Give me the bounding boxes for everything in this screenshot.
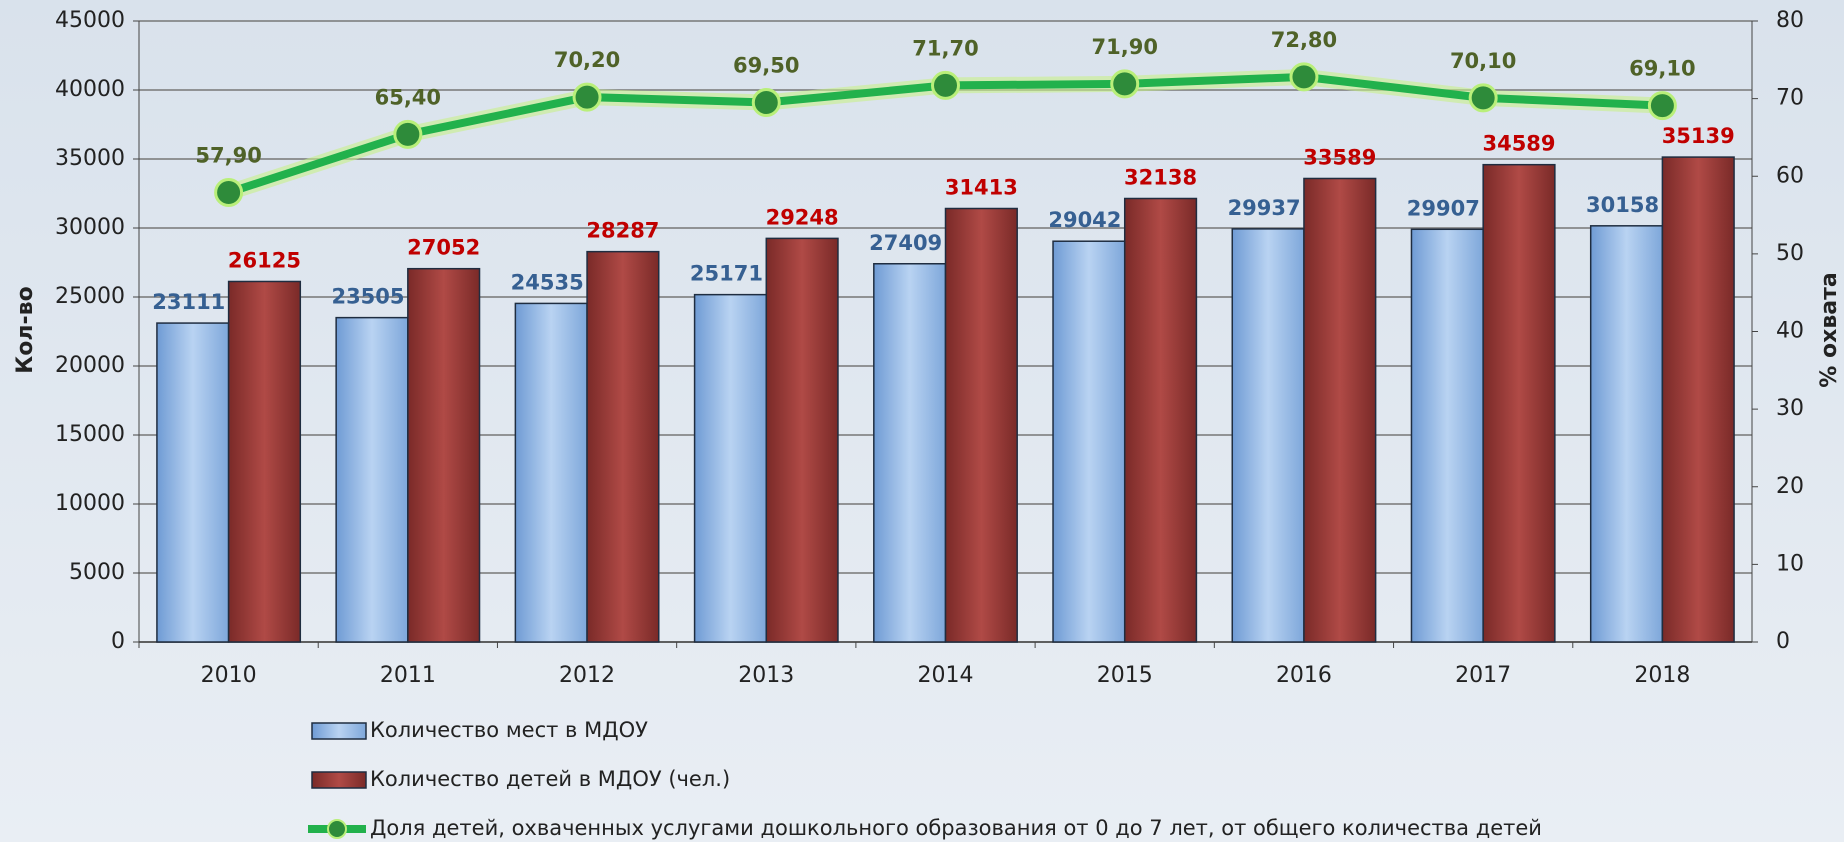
y2-tick-label: 20 [1776,474,1804,499]
legend-label: Количество мест в МДОУ [370,718,648,742]
bar [1123,197,1198,643]
bar [1482,163,1556,643]
y2-tick-label: 50 [1776,241,1804,266]
line-marker [393,119,423,149]
x-tick-label: 2018 [1634,663,1690,688]
data-label: 30158 [1586,193,1659,217]
data-label: 29248 [766,205,839,229]
data-label: 23111 [152,290,225,314]
data-label: 33589 [1303,145,1376,169]
data-label: 29042 [1048,208,1121,232]
y-tick-label: 25000 [55,284,125,309]
bar [1303,177,1377,643]
y2-tick-label: 0 [1776,629,1790,654]
data-label: 29907 [1407,196,1480,220]
y2-tick-label: 30 [1776,396,1804,421]
data-label: 57,90 [195,144,261,168]
y2-axis-label: % охвата [1817,272,1842,387]
y-tick-label: 20000 [55,353,125,378]
x-tick-label: 2012 [559,663,615,688]
x-tick-label: 2010 [201,663,257,688]
x-tick-label: 2014 [918,663,974,688]
data-label: 27052 [407,236,480,260]
bar [1661,156,1735,643]
bar [227,280,302,643]
line-marker [751,88,781,118]
y2-tick-label: 10 [1776,551,1804,576]
y-tick-label: 0 [111,629,125,654]
bar [873,263,947,643]
line-marker [931,70,960,100]
y-tick-label: 45000 [55,8,125,33]
data-label: 25171 [690,262,763,286]
data-label: 29937 [1228,196,1301,220]
line-marker [572,82,602,112]
y-axis-label: Кол-во [13,286,38,373]
line-marker [1289,62,1319,92]
y2-tick-label: 80 [1776,8,1804,33]
data-label: 28287 [586,219,659,243]
legend-label: Количество детей в МДОУ (чел.) [370,767,730,791]
bar [1231,228,1305,643]
y2-tick-label: 60 [1776,163,1804,188]
data-label: 71,70 [912,36,978,60]
data-label: 31413 [945,176,1018,200]
data-label: 23505 [331,285,404,309]
bar [586,250,660,643]
data-label: 24535 [511,270,584,294]
x-tick-label: 2015 [1097,663,1153,688]
data-label: 32138 [1124,165,1197,189]
data-label: 69,50 [733,54,799,78]
data-label: 65,40 [375,85,441,109]
x-tick-label: 2013 [738,663,794,688]
data-label: 27409 [869,231,942,255]
y-tick-label: 30000 [55,215,125,240]
legend-swatch [311,771,367,789]
line-marker [1647,91,1677,121]
line-marker [214,178,244,208]
bar [693,293,768,643]
line-marker [1468,83,1498,113]
data-label: 26125 [228,248,301,272]
bar [156,322,230,643]
bar [765,237,839,643]
y-tick-label: 10000 [55,491,125,516]
data-label: 72,80 [1271,28,1337,52]
bar [514,302,588,643]
bar [1052,240,1126,643]
bar [944,207,1018,643]
y-tick-label: 15000 [55,422,125,447]
x-tick-label: 2017 [1455,663,1511,688]
legend-swatch [327,819,347,839]
line-marker [1110,69,1140,99]
bar [407,267,481,643]
x-tick-label: 2011 [380,663,436,688]
y2-tick-label: 70 [1776,86,1804,111]
y-tick-label: 35000 [55,146,125,171]
bar [1410,228,1484,643]
data-label: 35139 [1662,124,1735,148]
data-label: 34589 [1482,132,1555,156]
data-label: 71,90 [1092,35,1158,59]
data-label: 70,20 [554,48,620,72]
legend-label: Доля детей, охваченных услугами дошкольн… [370,816,1542,840]
legend-swatch [311,722,367,740]
data-label: 70,10 [1450,49,1516,73]
bar [1589,225,1664,643]
y-tick-label: 40000 [55,77,125,102]
bar [335,316,409,643]
x-tick-label: 2016 [1276,663,1332,688]
data-label: 69,10 [1629,57,1695,81]
y2-tick-label: 40 [1776,319,1804,344]
y-tick-label: 5000 [69,560,125,585]
